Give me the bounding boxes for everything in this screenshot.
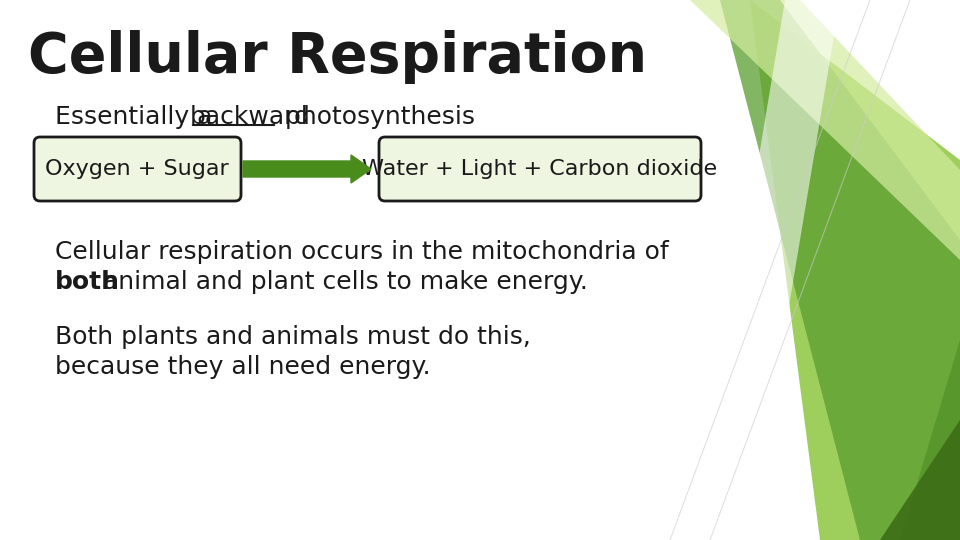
FancyArrow shape bbox=[243, 155, 371, 183]
Polygon shape bbox=[880, 420, 960, 540]
Polygon shape bbox=[900, 340, 960, 540]
Text: Both plants and animals must do this,: Both plants and animals must do this, bbox=[55, 325, 531, 349]
Text: backward: backward bbox=[190, 105, 311, 129]
Polygon shape bbox=[695, 0, 840, 540]
Text: Cellular Respiration: Cellular Respiration bbox=[28, 30, 647, 84]
Text: both: both bbox=[55, 270, 120, 294]
Polygon shape bbox=[690, 0, 960, 260]
Text: because they all need energy.: because they all need energy. bbox=[55, 355, 431, 379]
FancyBboxPatch shape bbox=[379, 137, 701, 201]
Text: animal and plant cells to make energy.: animal and plant cells to make energy. bbox=[95, 270, 588, 294]
Text: Water + Light + Carbon dioxide: Water + Light + Carbon dioxide bbox=[363, 159, 717, 179]
FancyBboxPatch shape bbox=[34, 137, 241, 201]
Polygon shape bbox=[750, 0, 960, 540]
Text: Essentially a: Essentially a bbox=[55, 105, 221, 129]
Text: Cellular respiration occurs in the mitochondria of: Cellular respiration occurs in the mitoc… bbox=[55, 240, 669, 264]
Text: Oxygen + Sugar: Oxygen + Sugar bbox=[45, 159, 228, 179]
Polygon shape bbox=[720, 0, 960, 540]
Text: photosynthesis: photosynthesis bbox=[277, 105, 475, 129]
